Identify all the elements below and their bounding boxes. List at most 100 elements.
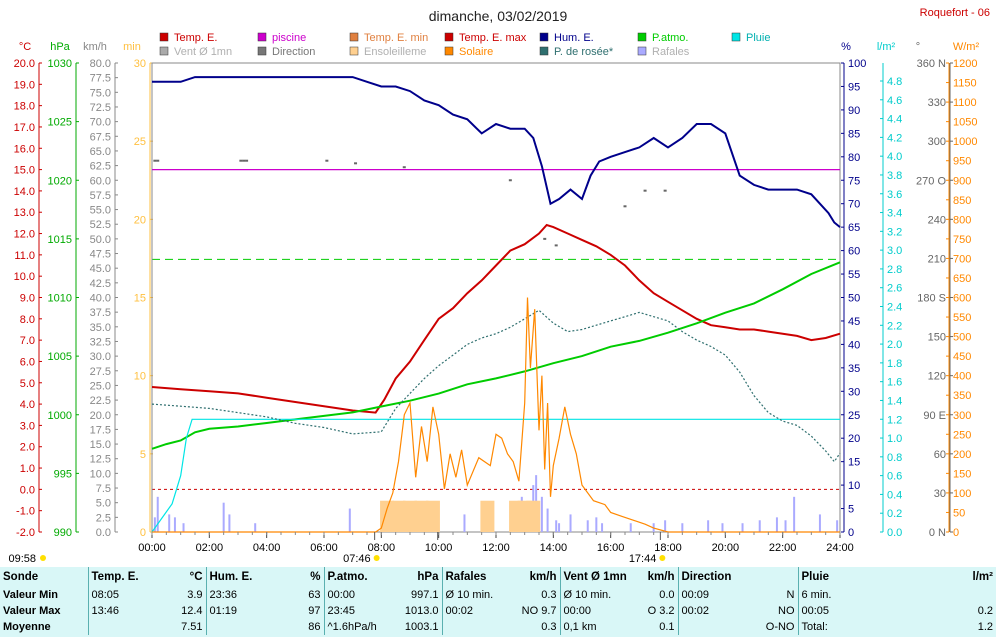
axis-unit-temp: °C bbox=[19, 41, 31, 53]
axis-label-rain: 2.0 bbox=[887, 339, 902, 351]
axis-label-humidity: 25 bbox=[848, 410, 860, 422]
axis-label-temp: -2.0 bbox=[16, 527, 35, 539]
axis-label-temp: 0.0 bbox=[20, 484, 35, 496]
axis-label-direction: 360 N bbox=[917, 58, 946, 70]
axis-label-pressure: 1020 bbox=[48, 175, 72, 187]
axis-label-humidity: 50 bbox=[848, 293, 860, 305]
axis-label-temp: 10.0 bbox=[14, 271, 35, 283]
summary-cell bbox=[878, 587, 996, 603]
direction-point bbox=[643, 189, 647, 192]
axis-label-wind: 12.5 bbox=[90, 454, 111, 466]
moon-icon bbox=[40, 555, 46, 561]
axis-label-min: 15 bbox=[134, 293, 146, 305]
axis-label-rain: 4.8 bbox=[887, 76, 902, 88]
axis-label-solar: 150 bbox=[953, 468, 971, 480]
axis-label-solar: 100 bbox=[953, 488, 971, 500]
axis-label-solar: 900 bbox=[953, 175, 971, 187]
axis-label-humidity: 40 bbox=[848, 339, 860, 351]
direction-point bbox=[239, 159, 243, 162]
axis-label-solar: 1200 bbox=[953, 58, 977, 70]
weather-chart: dimanche, 03/02/2019 Roquefort - 06 Temp… bbox=[8, 7, 990, 565]
axis-label-rain: 4.2 bbox=[887, 132, 902, 144]
axis-unit-wind: km/h bbox=[83, 41, 107, 53]
legend-swatch bbox=[731, 32, 741, 42]
series-temp-e- bbox=[151, 223, 841, 414]
axis-label-humidity: 15 bbox=[848, 457, 860, 469]
summary-cell: 00:00 bbox=[323, 587, 396, 603]
summary-cell: Ø 10 min. bbox=[441, 587, 510, 603]
summary-cell: Valeur Min bbox=[3, 589, 59, 601]
summary-row: Valeur Min 08:05 3.9 23:36 63 00:00 997.1 Ø 10 … bbox=[0, 587, 996, 603]
bar-rafales bbox=[156, 496, 159, 532]
bar-rafales bbox=[228, 514, 231, 532]
time-label: 00:00 bbox=[138, 542, 166, 554]
axis-label-solar: 300 bbox=[953, 410, 971, 422]
axis-label-rain: 1.0 bbox=[887, 433, 902, 445]
summary-cell: Moyenne bbox=[3, 621, 51, 633]
summary-cell: 00:00 bbox=[559, 603, 630, 619]
axis-label-humidity: 90 bbox=[848, 105, 860, 117]
axis-label-direction: 90 E bbox=[923, 410, 946, 422]
direction-point bbox=[508, 179, 512, 182]
axis-label-direction: 30 bbox=[934, 488, 946, 500]
chart-axes: °C 20.0 19.0 18.0 17.0 16.0 15.0 14.0 13.0 12.0 11… bbox=[14, 41, 980, 539]
legend-label: Rafales bbox=[652, 46, 690, 58]
summary-cell: Sonde bbox=[3, 571, 39, 583]
direction-point bbox=[623, 205, 627, 208]
summary-cell: 97 bbox=[308, 605, 321, 617]
axis-label-humidity: 30 bbox=[848, 386, 860, 398]
axis-label-humidity: 60 bbox=[848, 246, 860, 258]
bar-rafales bbox=[153, 517, 156, 532]
summary-cell: 0.3 bbox=[541, 621, 557, 633]
axis-label-humidity: 35 bbox=[848, 363, 860, 375]
summary-cell: Temp. E. bbox=[87, 567, 158, 587]
bar-rafales bbox=[222, 502, 225, 532]
axis-label-wind: 47.5 bbox=[90, 249, 111, 261]
axis-label-solar: 800 bbox=[953, 214, 971, 226]
axis-label-rain: 2.4 bbox=[887, 302, 902, 314]
summary-cell: NO bbox=[778, 605, 795, 617]
axis-label-rain: 1.6 bbox=[887, 377, 902, 389]
axis-label-pressure: 1005 bbox=[48, 351, 72, 363]
axis-label-temp: 11.0 bbox=[14, 250, 35, 262]
summary-header-row: Sonde Temp. E. °C Hum. E.% P.atmo. hPa Rafales… bbox=[0, 567, 996, 587]
summary-cell: km/h bbox=[529, 571, 557, 583]
axis-label-humidity: 10 bbox=[848, 480, 860, 492]
axis-label-humidity: 5 bbox=[848, 504, 854, 516]
direction-point bbox=[354, 162, 358, 165]
axis-label-rain: 2.8 bbox=[887, 264, 902, 276]
axis-label-min: 5 bbox=[140, 449, 146, 461]
summary-cell: 0,1 km bbox=[559, 619, 630, 635]
time-label: 04:00 bbox=[253, 542, 281, 554]
summary-cell: Valeur Max bbox=[3, 605, 61, 617]
axis-label-temp: -1.0 bbox=[16, 506, 35, 518]
summary-cell: 6 min. bbox=[797, 587, 878, 603]
time-label: 20:00 bbox=[712, 542, 740, 554]
bar-rafales bbox=[558, 523, 561, 532]
axis-label-wind: 40.0 bbox=[90, 293, 111, 305]
axis-label-temp: 9.0 bbox=[20, 293, 35, 305]
bar-series bbox=[153, 475, 839, 532]
summary-cell: Total: bbox=[797, 619, 878, 635]
series-pluie bbox=[151, 418, 840, 533]
bar-ensoleilleme bbox=[380, 500, 395, 532]
summary-cell: 997.1 bbox=[410, 589, 439, 601]
summary-cell bbox=[677, 619, 762, 635]
bar-rafales bbox=[254, 523, 257, 532]
axis-label-wind: 45.0 bbox=[90, 263, 111, 275]
axis-label-wind: 0.0 bbox=[96, 527, 111, 539]
axis-label-wind: 62.5 bbox=[90, 161, 111, 173]
axis-label-direction: 300 bbox=[928, 136, 946, 148]
axis-label-solar: 950 bbox=[953, 156, 971, 168]
summary-cell: 00:05 bbox=[797, 603, 878, 619]
legend-swatch bbox=[539, 46, 549, 56]
axis-label-rain: 4.0 bbox=[887, 151, 902, 163]
summary-cell: Vent Ø 1mn bbox=[559, 567, 630, 587]
axis-label-min: 0 bbox=[140, 527, 146, 539]
summary-cell: 7.51 bbox=[181, 621, 203, 633]
axis-label-wind: 7.5 bbox=[96, 483, 111, 495]
summary-cell: O-NO bbox=[765, 621, 795, 633]
time-label: 24:00 bbox=[826, 542, 854, 554]
axis-label-rain: 1.8 bbox=[887, 358, 902, 370]
axis-label-wind: 75.0 bbox=[90, 87, 111, 99]
